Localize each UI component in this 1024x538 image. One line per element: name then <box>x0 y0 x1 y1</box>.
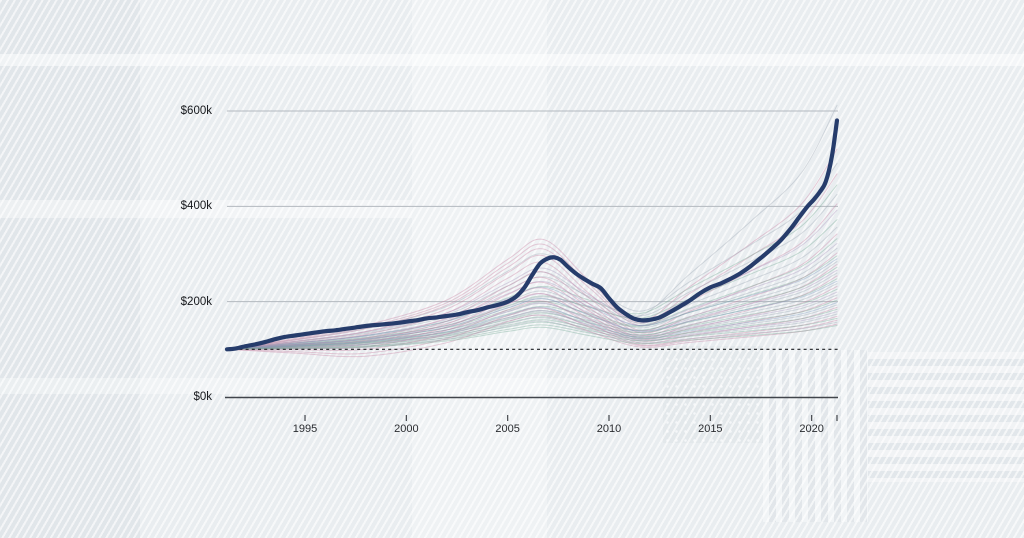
background-series-line <box>226 309 838 350</box>
x-tick-label: 2010 <box>596 423 622 435</box>
background-series-line <box>226 233 838 350</box>
background-series-line <box>226 314 838 358</box>
background-series-line <box>226 269 838 350</box>
background-series-line <box>226 193 838 350</box>
x-tick-label: 1995 <box>292 423 318 435</box>
y-tick-label: $0k <box>193 391 212 403</box>
background-series-line <box>226 252 838 350</box>
x-tick-label: 2020 <box>799 423 824 435</box>
background-series-line <box>226 266 838 350</box>
background-series-line <box>226 292 838 350</box>
background-series-line <box>226 300 838 352</box>
background-series-line <box>226 317 838 350</box>
background-series-line <box>226 173 838 350</box>
background-series-line <box>226 302 838 350</box>
background-series-line <box>226 288 838 350</box>
background-series-line <box>226 281 838 350</box>
x-tick-label: 2000 <box>394 423 419 435</box>
background-series-line <box>226 264 838 350</box>
background-series-line <box>226 238 838 350</box>
y-tick-label: $400k <box>180 200 212 213</box>
background-series-line <box>226 247 838 350</box>
background-series-line <box>226 307 838 355</box>
background-series-line <box>226 325 838 350</box>
background-series-line <box>226 287 838 350</box>
background-series-line <box>226 261 838 350</box>
background-series-line <box>226 104 838 350</box>
background-series-line <box>226 304 838 350</box>
x-tick-label: 2015 <box>698 423 723 435</box>
y-tick-label: $600k <box>180 105 212 117</box>
background-series-line <box>226 226 838 350</box>
y-tick-label: $200k <box>180 295 212 308</box>
background-series-line <box>226 275 838 350</box>
background-series-line <box>226 184 838 350</box>
background-series-line <box>226 278 838 350</box>
background-series-line <box>226 209 838 350</box>
background-series-line <box>226 255 838 350</box>
background-series-line <box>226 283 838 350</box>
background-series-line <box>226 313 838 350</box>
main-series-line <box>224 118 840 352</box>
background-series-line <box>226 219 838 350</box>
background-series-line <box>226 308 838 350</box>
background-series-line <box>226 294 838 350</box>
background-series-line <box>226 272 838 350</box>
background-series-line <box>226 280 838 350</box>
background-series-line <box>226 243 838 350</box>
background-series-line <box>226 320 838 350</box>
background-series-line <box>226 258 838 350</box>
background-series-line <box>226 291 838 350</box>
x-tick-label: 2005 <box>495 423 520 435</box>
background-series-line <box>226 299 838 350</box>
